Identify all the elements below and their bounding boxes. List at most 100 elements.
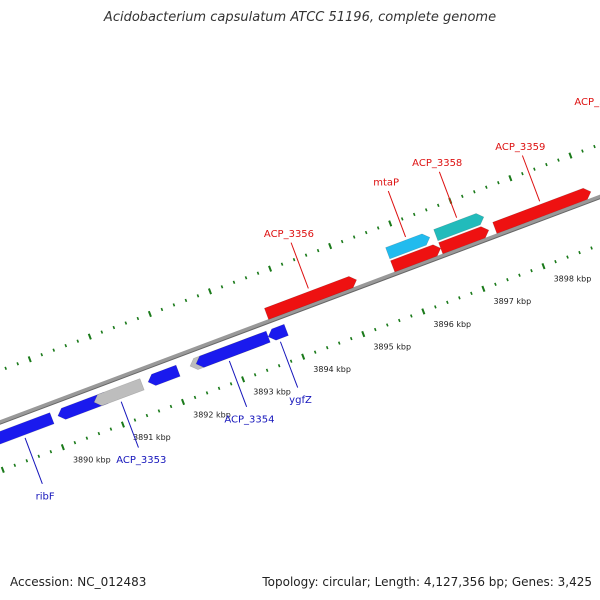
scale-tick	[364, 230, 368, 235]
scale-tick	[376, 226, 380, 230]
gene-arrow[interactable]	[93, 378, 145, 407]
scale-tick	[4, 366, 7, 370]
scale-tick	[436, 203, 440, 208]
gene-label: ACP_3360	[574, 97, 600, 108]
scale-tick	[64, 343, 68, 348]
scale-tick	[157, 409, 161, 413]
scale-tick	[328, 242, 333, 250]
scale-tick	[49, 450, 53, 454]
gene-label: ygfZ	[289, 395, 312, 406]
scale-tick	[241, 376, 246, 383]
scale-tick	[73, 440, 77, 445]
scale-tick	[470, 291, 473, 296]
scale-tick	[473, 190, 476, 194]
scale-tick	[109, 427, 113, 431]
scale-tick	[76, 339, 80, 343]
gene-arrow[interactable]	[147, 364, 181, 386]
scale-tick	[590, 246, 593, 250]
scale-tick-label: 3896 kbp	[433, 320, 471, 329]
scale-tick	[446, 300, 449, 305]
scale-tick	[388, 220, 393, 227]
map-title: Acidobacterium capsulatum ATCC 51196, co…	[103, 10, 497, 25]
scale-tick	[256, 271, 260, 275]
scale-tick	[217, 386, 221, 391]
scale-tick	[518, 273, 521, 277]
scale-tick	[136, 316, 140, 321]
gene-label: ACP_3359	[495, 142, 545, 153]
scale-tick-label: 3898 kbp	[554, 275, 592, 284]
scale-tick	[421, 308, 426, 315]
gene-label-leader	[228, 360, 248, 408]
gene-label-leader	[279, 341, 299, 388]
scale-tick	[52, 348, 56, 352]
gene-arrow[interactable]	[390, 244, 442, 273]
scale-tick	[145, 413, 149, 418]
scale-tick	[541, 263, 546, 270]
gene-label: ACP_3353	[116, 455, 166, 466]
gene-arrow[interactable]	[267, 323, 289, 341]
scale-tick	[244, 276, 248, 280]
gene-label: ACP_3358	[412, 158, 462, 169]
scale-tick	[481, 285, 486, 292]
scale-tick	[497, 181, 500, 185]
scale-tick	[265, 368, 269, 372]
gene-label-leader	[387, 190, 407, 238]
gene-arrow[interactable]	[195, 330, 271, 368]
scale-tick	[229, 382, 233, 386]
scale-tick-label: 3895 kbp	[373, 342, 411, 351]
scale-tick	[133, 418, 137, 422]
gene-label-leader	[438, 171, 458, 218]
gene-label-leader	[24, 437, 43, 484]
gene-label: mtaP	[373, 177, 399, 188]
scale-tick	[184, 298, 188, 303]
scale-tick	[485, 185, 488, 189]
scale-tick	[557, 158, 560, 162]
scale-tick	[566, 255, 569, 259]
scale-tick-label: 3891 kbp	[133, 433, 171, 442]
scale-tick	[545, 162, 548, 167]
gene-arrow[interactable]	[438, 226, 490, 255]
scale-tick	[181, 398, 186, 406]
gene-arrow[interactable]	[433, 213, 485, 242]
sequence-backbone	[0, 194, 600, 425]
scale-tick	[349, 336, 353, 341]
scale-tick	[458, 296, 461, 300]
scale-tick	[494, 282, 497, 286]
gene-label: ACP_3356	[264, 229, 314, 240]
scale-tick	[386, 323, 389, 327]
scale-tick	[85, 436, 89, 440]
scale-tick	[530, 269, 533, 273]
gene-label-leader	[290, 242, 309, 289]
genome-summary-text: Topology: circular; Length: 4,127,356 bp…	[262, 575, 592, 589]
gene-arrow[interactable]	[492, 187, 592, 234]
scale-tick	[268, 265, 273, 272]
scale-tick	[316, 248, 320, 253]
gene-arrow[interactable]	[385, 233, 431, 260]
scale-tick	[120, 421, 125, 428]
scale-tick	[361, 330, 366, 338]
scale-tick	[400, 217, 404, 221]
scale-tick	[410, 314, 413, 318]
gene-arrow[interactable]	[0, 412, 55, 445]
scale-tick	[193, 395, 197, 400]
scale-tick	[289, 359, 293, 363]
scale-tick	[100, 330, 104, 334]
scale-tick	[172, 303, 176, 307]
scale-tick	[160, 307, 164, 312]
scale-tick	[424, 208, 428, 212]
scale-tick	[412, 212, 416, 217]
scale-tick	[25, 459, 29, 463]
scale-tick	[578, 250, 581, 255]
scale-tick	[13, 463, 17, 467]
scale-tick	[112, 325, 116, 330]
scale-tick	[205, 391, 209, 395]
gene-arrow[interactable]	[264, 276, 357, 320]
scale-tick	[60, 444, 65, 451]
scale-tick	[253, 373, 257, 377]
scale-tick	[313, 350, 317, 354]
scale-tick	[37, 454, 41, 458]
scale-tick	[521, 171, 524, 176]
scale-tick	[16, 362, 19, 366]
scale-tick	[568, 152, 573, 159]
